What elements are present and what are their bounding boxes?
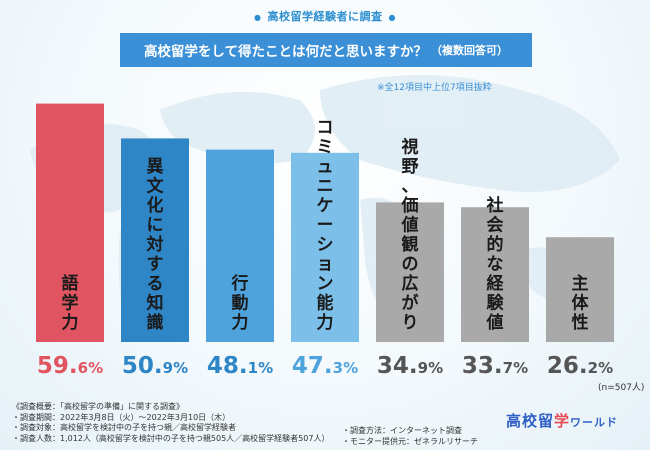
bullet-dot-icon: ● [388, 12, 396, 22]
overview-line: ・調査対象：高校留学を検討中の子を持つ親／高校留学経験者 [12, 423, 236, 432]
bullet-dot-icon: ● [254, 12, 262, 22]
value-label: 33.7% [462, 353, 528, 379]
category-label: 語学力 [62, 273, 79, 333]
category-label: 異文化に対する知識 [146, 157, 165, 333]
survey-label: 高校留学経験者に調査 [267, 10, 383, 23]
overview-line: ・調査期間：2022年3月8日（火）〜2022年3月10日（木） [12, 412, 231, 422]
category-label: コミュニケーション能力 [317, 118, 334, 333]
overview-line: ・調査人数：1,012人（高校留学を検討中の子を持つ親505人／高校留学経験者5… [12, 433, 330, 443]
bar-7 [546, 237, 614, 342]
selection-note: ※全12項目中上位7項目抜粋 [377, 83, 492, 93]
bar-3 [206, 149, 274, 342]
question-suffix: （複数回答可） [431, 44, 509, 57]
bar-4 [291, 152, 359, 342]
category-label: 行動力 [231, 273, 249, 333]
survey-overview: 《調査概要：「高校留学の準備」に関する調査》 ・調査期間：2022年3月8日（火… [12, 402, 329, 444]
method-line: ・調査方法：インターネット調査 [342, 426, 462, 435]
value-label: 34.9% [377, 353, 443, 379]
value-label: 50.9% [122, 353, 188, 379]
question-text: 高校留学をして得たことは何だと思いますか？ [143, 44, 428, 60]
question-banner: 高校留学をして得たことは何だと思いますか？ （複数回答可） [120, 33, 532, 67]
brand-logo: 高校留学ワールド [506, 410, 618, 431]
logo-main: 高校留 [506, 412, 555, 430]
bar-1 [36, 103, 104, 342]
overview-line: 《調査概要：「高校留学の準備」に関する調査》 [12, 402, 184, 411]
category-label: 社会的な経験値 [486, 195, 505, 333]
logo-accent: 学 [554, 412, 571, 430]
bar-5 [376, 202, 444, 342]
category-label: 視野、価値観の広がり [401, 137, 419, 334]
value-label: 48.1% [207, 353, 273, 379]
value-label: 26.2% [547, 353, 613, 379]
logo-tail: ワールド [570, 416, 619, 429]
value-label: 59.6% [37, 353, 103, 379]
survey-method: ・調査方法：インターネット調査 ・モニター提供元：ゼネラルリサーチ [342, 426, 478, 447]
bar-6 [461, 207, 529, 342]
survey-header: ● 高校留学経験者に調査 ● [0, 8, 650, 24]
bar-2 [121, 138, 189, 342]
value-label: 47.3% [292, 353, 358, 379]
sample-size: (n=507人) [598, 383, 645, 393]
method-line: ・モニター提供元：ゼネラルリサーチ [342, 436, 478, 446]
category-label: 主体性 [572, 273, 590, 333]
